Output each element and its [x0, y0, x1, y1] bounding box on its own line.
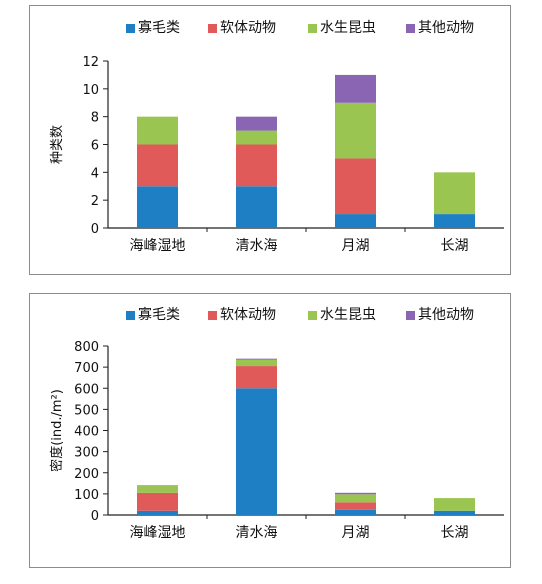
x-category-label: 长湖 [441, 525, 469, 541]
bar-segment-3 [335, 492, 376, 495]
x-category-label: 月湖 [342, 525, 370, 541]
bar-segment-2 [434, 172, 475, 215]
density-chart-panel: 寡毛类 软体动物 水生昆虫 其他动物 0 100 200 300 400 500 600 700 800… [29, 293, 511, 568]
y-tick-label: 200 [74, 467, 99, 482]
x-category-label: 海峰湿地 [130, 238, 186, 254]
legend-label-3: 其他动物 [418, 20, 474, 36]
legend-label-3: 其他动物 [418, 307, 474, 323]
bar-segment-3 [236, 358, 277, 360]
y-tick-label: 8 [91, 111, 99, 126]
density-chart: 寡毛类 软体动物 水生昆虫 其他动物 0 100 200 300 400 500 600 700 800… [49, 306, 504, 541]
x-category-label: 清水海 [236, 525, 278, 541]
bar-segment-2 [137, 486, 178, 493]
legend-swatch-0 [126, 24, 135, 33]
legend-swatch-1 [208, 24, 217, 33]
y-tick-label: 4 [91, 166, 99, 181]
legend-label-1: 软体动物 [220, 307, 276, 323]
bar-segment-3 [137, 485, 178, 487]
legend-swatch-1 [208, 311, 217, 320]
y-tick-label: 300 [74, 446, 99, 461]
bar-segment-0 [434, 510, 475, 515]
bar-segment-1 [137, 492, 178, 511]
y-tick-label: 10 [82, 83, 99, 98]
y-tick-label: 12 [82, 55, 99, 70]
y-tick-label: 0 [91, 222, 99, 237]
x-category-label: 月湖 [342, 238, 370, 254]
bar-segment-2 [335, 494, 376, 503]
bar-segment-0 [434, 214, 475, 228]
bar-segment-3 [236, 116, 277, 131]
bar-segment-0 [335, 509, 376, 515]
legend-swatch-2 [308, 311, 317, 320]
y-tick-label: 600 [74, 382, 99, 397]
bar-segment-1 [335, 158, 376, 215]
legend-label-0: 寡毛类 [138, 19, 180, 36]
legend-swatch-3 [406, 24, 415, 33]
x-category-label: 清水海 [236, 238, 278, 254]
y-tick-label: 0 [91, 509, 99, 524]
bar-segment-2 [236, 130, 277, 145]
bar-segment-2 [335, 102, 376, 159]
y-tick-label: 400 [74, 425, 99, 440]
bar-segment-2 [236, 359, 277, 367]
species-count-chart-panel: 寡毛类 软体动物 水生昆虫 其他动物 0 2 4 6 8 10 12 种类数海峰湿地 清水海 月湖 长湖 [29, 5, 511, 275]
legend-label-0: 寡毛类 [138, 306, 180, 323]
x-category-label: 长湖 [441, 238, 469, 254]
y-axis-label: 密度(ind./m²) [49, 389, 65, 472]
y-tick-label: 500 [74, 403, 99, 418]
y-tick-label: 6 [91, 139, 99, 154]
bar-segment-0 [236, 388, 277, 515]
bar-segment-2 [137, 116, 178, 145]
legend-swatch-0 [126, 311, 135, 320]
y-tick-label: 800 [74, 340, 99, 355]
bar-segment-3 [335, 74, 376, 103]
bar-segment-1 [335, 502, 376, 510]
y-tick-label: 700 [74, 361, 99, 376]
bar-segment-1 [236, 144, 277, 187]
y-axis-label: 种类数 [50, 125, 65, 164]
legend-label-1: 软体动物 [220, 20, 276, 36]
bar-segment-1 [137, 144, 178, 187]
bar-segment-0 [137, 186, 178, 228]
bar-segment-0 [236, 186, 277, 228]
bar-segment-0 [137, 510, 178, 515]
bar-segment-2 [434, 498, 475, 511]
legend-label-2: 水生昆虫 [320, 307, 376, 323]
y-tick-label: 100 [74, 488, 99, 503]
bar-segment-0 [335, 214, 376, 228]
x-category-label: 海峰湿地 [130, 525, 186, 541]
legend-swatch-2 [308, 24, 317, 33]
y-tick-label: 2 [91, 194, 99, 209]
bar-segment-1 [236, 366, 277, 389]
legend-swatch-3 [406, 311, 415, 320]
legend-label-2: 水生昆虫 [320, 20, 376, 36]
